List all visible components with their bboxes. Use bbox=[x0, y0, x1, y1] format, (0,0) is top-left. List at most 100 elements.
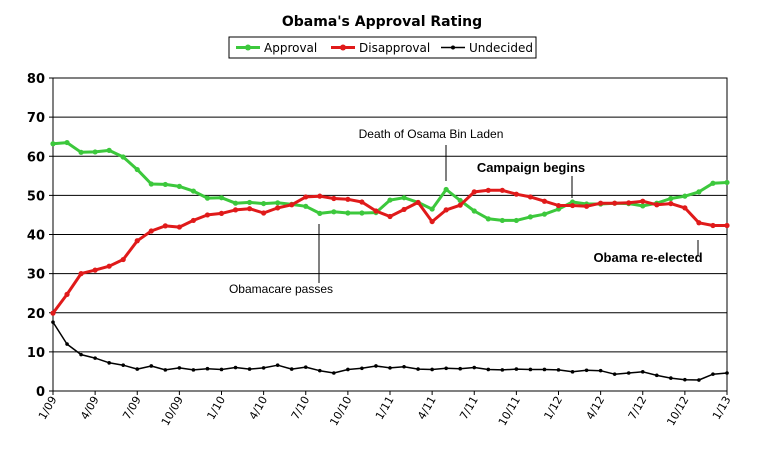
x-tick-label: 4/09 bbox=[78, 394, 102, 422]
point-disapproval bbox=[569, 202, 576, 209]
point-undecided bbox=[332, 371, 336, 375]
point-undecided bbox=[430, 367, 434, 372]
point-disapproval bbox=[696, 220, 702, 226]
annotations: Death of Osama Bin Laden Campaign begins O… bbox=[229, 127, 703, 296]
legend-marker-undecided bbox=[451, 45, 455, 50]
point-undecided bbox=[472, 365, 477, 370]
point-undecided bbox=[219, 367, 224, 372]
point-disapproval bbox=[317, 193, 323, 199]
point-disapproval bbox=[499, 187, 505, 193]
point-undecided bbox=[107, 361, 111, 365]
point-disapproval bbox=[415, 199, 421, 206]
point-approval bbox=[317, 210, 323, 216]
point-disapproval bbox=[373, 208, 379, 214]
point-approval bbox=[204, 195, 211, 201]
point-approval bbox=[457, 197, 463, 204]
point-disapproval bbox=[457, 202, 463, 208]
point-approval bbox=[682, 193, 688, 199]
point-disapproval bbox=[120, 256, 126, 263]
point-undecided bbox=[261, 366, 266, 370]
point-disapproval bbox=[541, 198, 548, 204]
point-undecided bbox=[191, 368, 196, 372]
point-disapproval bbox=[303, 194, 309, 200]
point-disapproval bbox=[527, 194, 534, 200]
point-undecided bbox=[556, 368, 561, 372]
point-approval bbox=[387, 197, 393, 203]
legend-label-disapproval: Disapproval bbox=[359, 41, 430, 55]
point-approval bbox=[513, 217, 519, 224]
point-approval bbox=[401, 195, 407, 201]
point-approval bbox=[724, 179, 730, 186]
x-tick-label: 1/13 bbox=[710, 394, 734, 422]
point-approval bbox=[359, 210, 365, 216]
point-undecided bbox=[317, 368, 322, 373]
point-approval bbox=[485, 216, 491, 222]
x-tick-label: 7/09 bbox=[120, 394, 144, 422]
point-approval bbox=[261, 200, 267, 207]
point-approval bbox=[275, 200, 281, 206]
point-undecided bbox=[121, 363, 126, 367]
x-tick-label: 1/11 bbox=[373, 394, 397, 422]
point-approval bbox=[527, 214, 534, 220]
point-undecided bbox=[598, 368, 603, 373]
point-disapproval bbox=[246, 206, 253, 212]
point-approval bbox=[668, 195, 674, 202]
point-undecided bbox=[697, 378, 701, 382]
y-tick-label: 30 bbox=[27, 268, 45, 283]
x-tick-label: 7/12 bbox=[626, 394, 650, 422]
point-disapproval bbox=[387, 213, 393, 220]
legend-item-approval: Approval bbox=[236, 41, 317, 55]
point-approval bbox=[218, 195, 225, 201]
x-tick-label: 4/12 bbox=[584, 394, 608, 422]
point-disapproval bbox=[134, 238, 140, 244]
y-tick-label: 60 bbox=[27, 150, 45, 165]
point-disapproval bbox=[626, 200, 632, 206]
point-disapproval bbox=[724, 222, 730, 229]
y-tick-label: 0 bbox=[36, 385, 45, 400]
point-disapproval bbox=[92, 267, 98, 273]
point-disapproval bbox=[583, 203, 590, 209]
point-disapproval bbox=[204, 212, 211, 218]
point-undecided bbox=[346, 367, 350, 372]
point-undecided bbox=[275, 363, 280, 367]
point-disapproval bbox=[598, 200, 604, 206]
x-tick-label: 10/12 bbox=[664, 394, 691, 428]
x-tick-label: 4/10 bbox=[247, 394, 271, 422]
point-undecided bbox=[402, 364, 406, 369]
y-tick-label: 20 bbox=[27, 307, 45, 322]
point-approval bbox=[246, 199, 253, 206]
point-approval bbox=[640, 203, 646, 209]
point-disapproval bbox=[331, 195, 337, 202]
point-undecided bbox=[683, 377, 687, 382]
point-disapproval bbox=[668, 200, 674, 207]
point-approval bbox=[303, 203, 309, 209]
point-approval bbox=[106, 147, 112, 153]
point-undecided bbox=[654, 373, 659, 378]
point-approval bbox=[232, 200, 239, 206]
point-approval bbox=[190, 188, 197, 194]
point-approval bbox=[345, 210, 351, 216]
point-undecided bbox=[79, 352, 83, 357]
x-tick-label: 10/11 bbox=[496, 394, 523, 428]
point-disapproval bbox=[190, 217, 197, 224]
y-tick-label: 70 bbox=[27, 111, 45, 126]
point-disapproval bbox=[232, 207, 239, 213]
point-disapproval bbox=[555, 202, 562, 209]
legend-label-undecided: Undecided bbox=[469, 41, 533, 55]
x-tick-label: 4/11 bbox=[415, 394, 439, 422]
point-undecided bbox=[626, 371, 631, 375]
point-approval bbox=[499, 217, 505, 224]
y-tick-label: 40 bbox=[27, 229, 45, 244]
point-undecided bbox=[289, 367, 294, 371]
point-disapproval bbox=[654, 202, 660, 208]
point-undecided bbox=[725, 371, 729, 375]
point-disapproval bbox=[485, 187, 491, 193]
point-disapproval bbox=[275, 205, 281, 211]
point-undecided bbox=[303, 365, 308, 369]
x-tick-label: 7/10 bbox=[289, 394, 313, 422]
point-disapproval bbox=[443, 207, 449, 213]
point-approval bbox=[162, 181, 168, 188]
point-approval bbox=[78, 149, 84, 155]
annotation-label: Obama re-elected bbox=[593, 250, 702, 265]
legend-marker-approval bbox=[245, 44, 251, 51]
